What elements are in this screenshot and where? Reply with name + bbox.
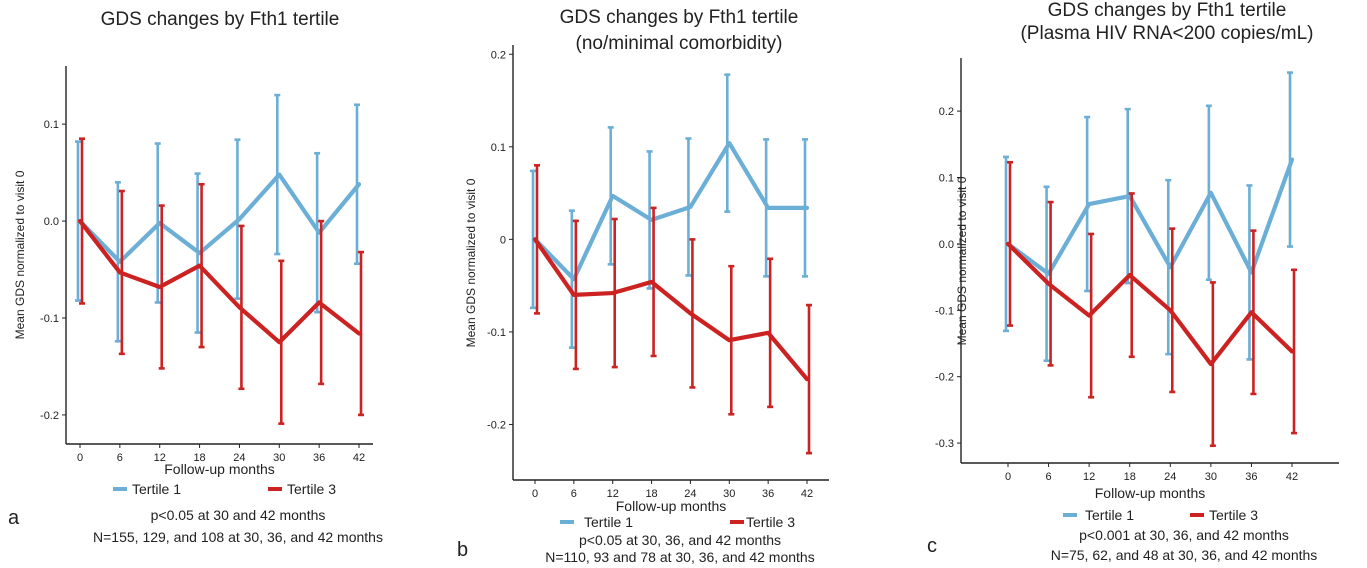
x-tick-label: 42 <box>1286 471 1298 483</box>
y-tick-label: 0.1 <box>491 142 506 154</box>
y-tick-label: -0.2 <box>40 410 59 422</box>
y-tick-label: -0.3 <box>935 438 954 450</box>
x-tick-label: 42 <box>353 452 365 464</box>
y-tick-label: 0.2 <box>939 106 954 118</box>
y-tick-label: -0.1 <box>40 313 59 325</box>
x-tick-label: 6 <box>1046 471 1052 483</box>
y-tick-label: 0.0 <box>939 239 954 251</box>
legend-label: Tertile 3 <box>746 514 795 530</box>
series-tertile-1 <box>75 93 362 343</box>
y-tick-label: 0.1 <box>939 173 954 185</box>
x-tick-label: 0 <box>1005 471 1011 483</box>
x-tick-label: 36 <box>313 452 325 464</box>
x-tick-label: 30 <box>1205 471 1217 483</box>
y-axis-label: Mean GDS normalized to visit 0 <box>13 170 27 339</box>
x-tick-label: 24 <box>1164 471 1176 483</box>
panel-letter: b <box>457 539 468 561</box>
y-tick-label: 0.2 <box>491 49 506 61</box>
x-tick-label: 36 <box>762 488 774 500</box>
chart-panel-c: GDS changes by Fth1 tertile (Plasma HIV R… <box>915 0 1367 568</box>
panel-letter: a <box>8 507 20 529</box>
chart-c-svg: GDS changes by Fth1 tertile(Plasma HIV R… <box>927 0 1339 563</box>
x-tick-label: 6 <box>117 452 123 464</box>
series-tertile-3 <box>1005 160 1297 448</box>
series-tertile-1 <box>530 73 810 349</box>
y-tick-label: -0.2 <box>935 372 954 384</box>
x-tick-label: 18 <box>645 488 657 500</box>
sample-size-note: N=155, 129, and 108 at 30, 36, and 42 mo… <box>93 529 383 545</box>
sample-size-note: N=110, 93 and 78 at 30, 36, and 42 month… <box>545 549 814 565</box>
series-tertile-3 <box>77 137 364 425</box>
series-line <box>1005 241 1295 367</box>
x-tick-label: 12 <box>154 452 166 464</box>
y-tick-label: 0.0 <box>44 216 59 228</box>
series-line <box>77 172 362 264</box>
y-axis-label: Mean GDS normalized to visit 0 <box>955 176 969 345</box>
chart-subtitle: (no/minimal comorbidity) <box>576 33 783 54</box>
x-tick-label: 24 <box>233 452 245 464</box>
chart-title: GDS changes by Fth1 tertile <box>1048 0 1287 21</box>
chart-a-svg: GDS changes by Fth1 tertile -0.2 -0.1 0.0 0.… <box>8 9 383 545</box>
y-tick-label: 0.1 <box>44 119 59 131</box>
series-line <box>532 141 810 282</box>
chart-title: GDS changes by Fth1 tertile <box>560 7 799 28</box>
x-tick-label: 42 <box>801 488 813 500</box>
sample-size-note: N=75, 62, and 48 at 30, 36, and 42 month… <box>1051 547 1318 563</box>
y-tick-label: -0.1 <box>487 327 506 339</box>
y-tick-label: 0 <box>500 234 506 246</box>
y-axis-label: Mean GDS normalized to visit 0 <box>464 178 478 347</box>
chart-panel-b: GDS changes by Fth1 tertile (no/minimal c… <box>455 0 915 568</box>
p-value-note: p<0.05 at 30 and 42 months <box>151 507 326 523</box>
chart-panel-a: GDS changes by Fth1 tertile -0.2 -0.1 0.0 0.… <box>0 0 455 568</box>
series-tertile-3 <box>532 164 812 455</box>
y-tick-label: -0.1 <box>935 305 954 317</box>
x-axis-label: Follow-up months <box>616 498 727 514</box>
chart-b-svg: GDS changes by Fth1 tertile (no/minimal c… <box>457 7 829 565</box>
x-tick-label: 30 <box>273 452 285 464</box>
x-axis-label: Follow-up months <box>164 461 275 477</box>
legend-label: Tertile 1 <box>132 481 181 497</box>
x-tick-label: 0 <box>77 452 83 464</box>
x-tick-label: 24 <box>684 488 696 500</box>
x-tick-label: 30 <box>723 488 735 500</box>
x-tick-label: 36 <box>1245 471 1257 483</box>
x-tick-label: 18 <box>1124 471 1136 483</box>
x-tick-label: 12 <box>607 488 619 500</box>
legend-label: Tertile 1 <box>1085 507 1134 523</box>
x-tick-label: 6 <box>571 488 577 500</box>
legend-label: Tertile 1 <box>584 514 633 530</box>
series-line <box>77 218 362 345</box>
x-tick-label: 18 <box>193 452 205 464</box>
chart-subtitle: (Plasma HIV RNA<200 copies/mL) <box>1020 23 1313 44</box>
series-line <box>1005 157 1295 276</box>
x-tick-label: 0 <box>532 488 538 500</box>
x-axis-label: Follow-up months <box>1095 485 1206 501</box>
p-value-note: p<0.05 at 30, 36, and 42 months <box>579 532 781 548</box>
panel-letter: c <box>927 535 937 557</box>
legend-label: Tertile 3 <box>1209 507 1258 523</box>
legend-label: Tertile 3 <box>287 481 336 497</box>
series-line <box>532 237 810 382</box>
y-tick-label: -0.2 <box>487 419 506 431</box>
chart-title: GDS changes by Fth1 tertile <box>101 9 340 30</box>
x-tick-label: 12 <box>1083 471 1095 483</box>
series-tertile-1 <box>1003 71 1295 363</box>
p-value-note: p<0.001 at 30, 36, and 42 months <box>1079 527 1289 543</box>
